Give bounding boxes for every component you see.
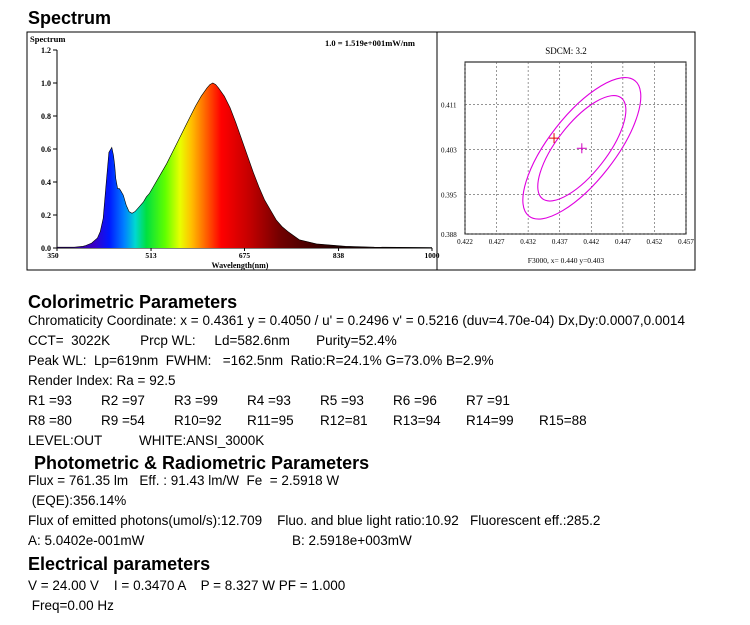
b-value: B: 2.5918e+003mW — [292, 533, 412, 548]
sdcm-xtick-label: 0.447 — [615, 238, 631, 246]
cri-r11: R11=95 — [247, 413, 294, 428]
spectrum-xlabel: Wavelength(nm) — [212, 261, 269, 270]
spectrum-ytick-label: 0.6 — [41, 145, 51, 154]
photons-line: Flux of emitted photons(umol/s):12.709 F… — [28, 513, 601, 528]
cri-r3: R3 =99 — [174, 393, 218, 408]
sdcm-xtick-label: 0.422 — [457, 238, 473, 246]
spectrum-ytick-label: 0.2 — [41, 211, 51, 220]
cri-r9: R9 =54 — [101, 413, 145, 428]
cri-r7: R7 =91 — [466, 393, 510, 408]
sdcm-ytick-label: 0.411 — [441, 101, 457, 109]
spectrum-xtick-label: 1000 — [425, 251, 440, 260]
sdcm-title: SDCM: 3.2 — [545, 46, 587, 56]
cri-r10: R10=92 — [174, 413, 222, 428]
cri-r4: R4 =93 — [247, 393, 291, 408]
spectrum-xtick-label: 838 — [333, 251, 345, 260]
photometric-heading: Photometric & Radiometric Parameters — [34, 453, 370, 473]
charts-svg: Spectrum 1.0 = 1.519e+001mW/nm Wavelengt… — [26, 31, 696, 271]
sdcm-xlabel: F3000, x= 0.440 y=0.403 — [528, 256, 605, 265]
sdcm-ytick-label: 0.395 — [441, 192, 457, 200]
spectrum-xtick-label: 513 — [145, 251, 157, 260]
spectrum-area — [57, 83, 432, 248]
cri-r12: R12=81 — [320, 413, 368, 428]
cri-r15: R15=88 — [539, 413, 587, 428]
sdcm-xtick-label: 0.427 — [489, 238, 505, 246]
spectrum-ytick-label: 1.2 — [41, 46, 51, 55]
spectrum-ytick-label: 1.0 — [41, 79, 51, 88]
sdcm-ytick-label: 0.388 — [441, 231, 457, 239]
a-value: A: 5.0402e-001mW — [28, 533, 145, 548]
cri-r5: R5 =93 — [320, 393, 364, 408]
chromaticity-line: Chromaticity Coordinate: x = 0.4361 y = … — [28, 313, 685, 328]
sdcm-ytick-label: 0.403 — [441, 146, 457, 154]
spectrum-ytick-label: 0.8 — [41, 112, 51, 121]
spectrum-xtick-label: 350 — [47, 251, 59, 260]
electrical-line: V = 24.00 V I = 0.3470 A P = 8.327 W PF … — [28, 578, 346, 593]
eqe-line: (EQE):356.14% — [28, 493, 127, 508]
sdcm-point-1 — [549, 133, 560, 144]
spectrum-heading: Spectrum — [28, 8, 112, 28]
flux-line: Flux = 761.35 lm Eff. : 91.43 lm/W Fe = … — [28, 473, 340, 488]
sdcm-xtick-label: 0.457 — [678, 238, 694, 246]
cri-r2: R2 =97 — [101, 393, 145, 408]
spectrum-scale-note: 1.0 = 1.519e+001mW/nm — [325, 38, 415, 48]
sdcm-xtick-label: 0.432 — [520, 238, 536, 246]
electrical-heading: Electrical parameters — [28, 554, 211, 574]
white-label: WHITE:ANSI_3000K — [139, 433, 265, 448]
cri-r8: R8 =80 — [28, 413, 72, 428]
cri-r14: R14=99 — [466, 413, 514, 428]
cri-r6: R6 =96 — [393, 393, 437, 408]
sdcm-xtick-label: 0.437 — [552, 238, 568, 246]
sdcm-point-2 — [576, 143, 587, 154]
cri-r13: R13=94 — [393, 413, 441, 428]
colorimetric-heading: Colorimetric Parameters — [28, 292, 238, 312]
spectrum-chart-title: Spectrum — [30, 34, 65, 44]
freq-line: Freq=0.00 Hz — [28, 598, 114, 613]
sdcm-ellipse-inner — [537, 95, 627, 202]
sdcm-xtick-label: 0.452 — [647, 238, 663, 246]
cct-line: CCT= 3022K Prcp WL: Ld=582.6nm Purity=52… — [28, 333, 397, 348]
spectrum-line — [57, 82, 433, 248]
level-label: LEVEL:OUT — [28, 433, 103, 448]
render-index-line: Render Index: Ra = 92.5 — [28, 373, 176, 388]
spectrum-xtick-label: 675 — [239, 251, 251, 260]
cri-r1: R1 =93 — [28, 393, 72, 408]
sdcm-ellipse-outer — [522, 76, 642, 220]
spectrum-ytick-label: 0.4 — [41, 178, 51, 187]
sdcm-panel — [436, 31, 696, 271]
peak-wl-line: Peak WL: Lp=619nm FWHM: =162.5nm Ratio:R… — [28, 353, 494, 368]
spectrum-ytick-label: 0.0 — [41, 244, 51, 253]
sdcm-xtick-label: 0.442 — [583, 238, 599, 246]
